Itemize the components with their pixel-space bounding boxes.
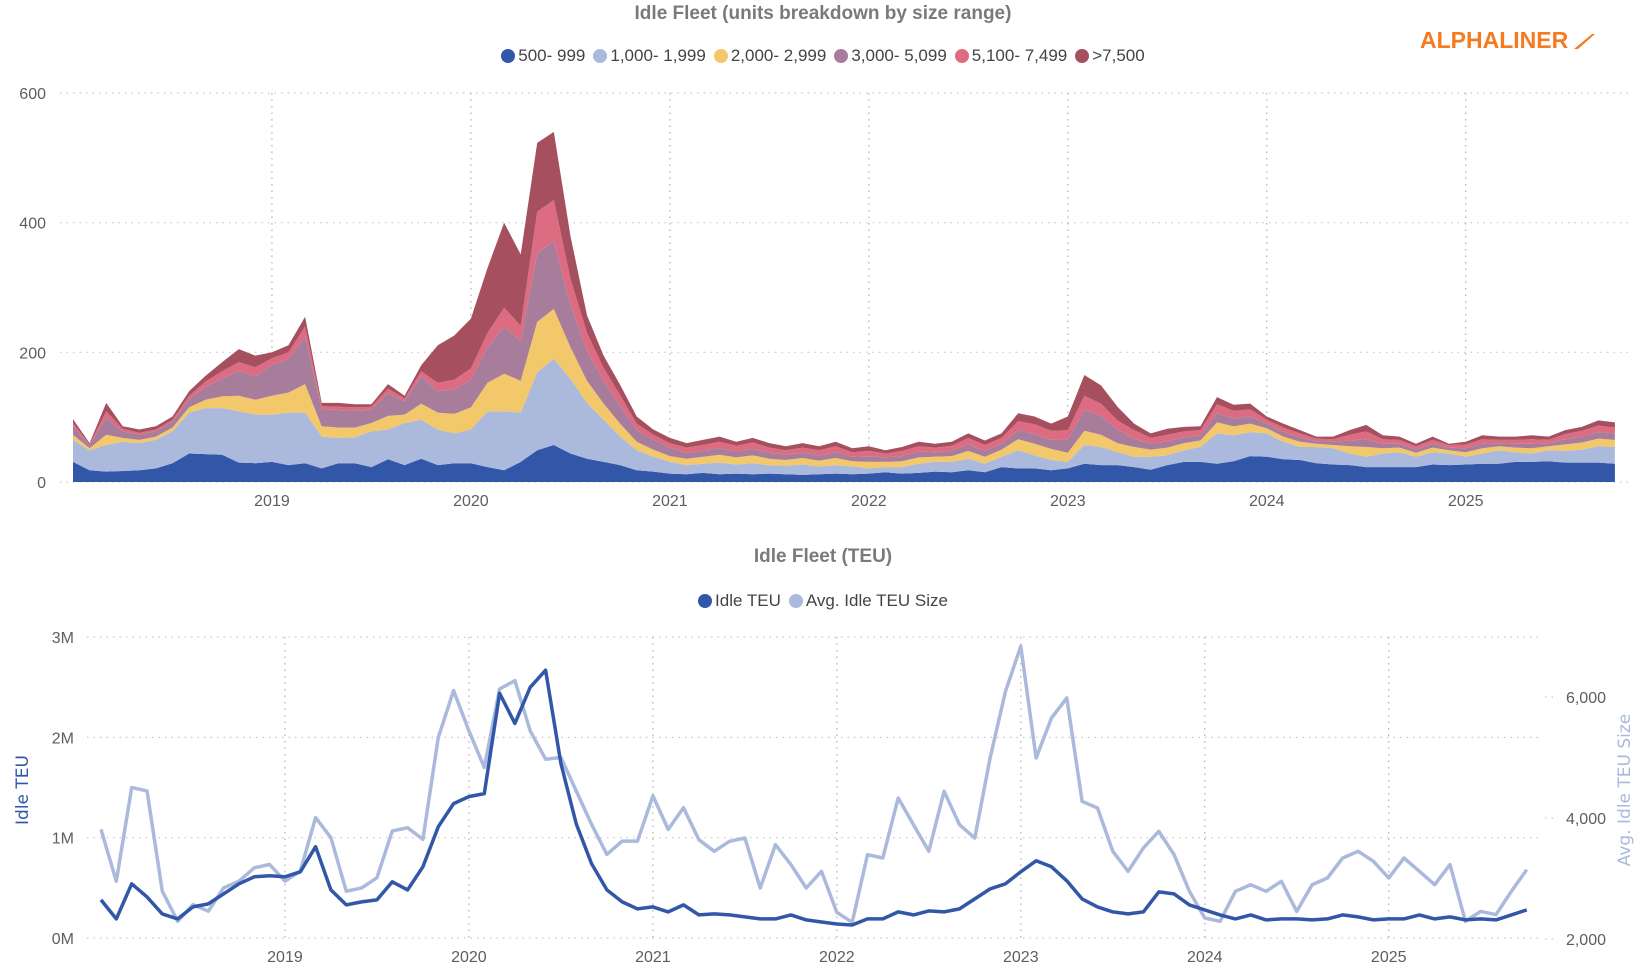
area-series-3 xyxy=(73,240,1615,462)
area-series-2 xyxy=(73,308,1615,469)
y-right-tick-label: 6,000 xyxy=(1566,690,1606,707)
y-right-tick-label: 4,000 xyxy=(1566,811,1606,828)
legend-label: 5,100- 7,499 xyxy=(971,46,1068,65)
area-series-1 xyxy=(73,358,1615,475)
legend-label: 3,000- 5,099 xyxy=(851,46,947,65)
x-tick-label: 2019 xyxy=(267,949,303,966)
legend-marker xyxy=(713,49,728,63)
legend-item-2000-2999[interactable]: 2,000- 2,999 xyxy=(713,46,827,66)
line-series-idle-teu xyxy=(99,668,1528,927)
x-tick-label: 2024 xyxy=(1187,949,1223,966)
top-chart-legend: 500- 999 1,000- 1,999 2,000- 2,999 3,000… xyxy=(0,46,1646,66)
x-tick-label: 2020 xyxy=(451,949,487,966)
x-tick-label: 2025 xyxy=(1371,949,1407,966)
x-tick-label: 2023 xyxy=(1050,493,1086,510)
y-tick-label: 0 xyxy=(37,475,46,492)
x-tick-label: 2020 xyxy=(453,493,489,510)
legend-label: Avg. Idle TEU Size xyxy=(805,591,948,610)
area-series-0 xyxy=(73,445,1615,482)
top-chart: 0 200 400 600 2019 2020 2021 2022 2023 2024 2025 xyxy=(19,86,1632,510)
legend-marker xyxy=(593,49,608,63)
bottom-chart: 0M 1M 2M 3M 2,000 4,000 6,000 2019 2020 2021 2022 2… xyxy=(13,630,1635,966)
y-tick-label: 600 xyxy=(19,86,46,103)
legend-item-3000-5099[interactable]: 3,000- 5,099 xyxy=(834,46,947,66)
bottom-chart-title: Idle Fleet (TEU) xyxy=(753,546,893,567)
x-tick-label: 2022 xyxy=(819,949,855,966)
y-tick-label: 400 xyxy=(19,216,46,233)
x-tick-label: 2021 xyxy=(635,949,671,966)
y-left-tick-label: 3M xyxy=(52,630,74,647)
y-left-tick-label: 1M xyxy=(52,831,74,848)
logo-text: ALPHALINER xyxy=(1420,27,1569,53)
line-series-avg-idle-teu-size xyxy=(99,644,1529,925)
x-tick-label: 2023 xyxy=(1003,949,1039,966)
top-chart-title: Idle Fleet (units breakdown by size rang… xyxy=(634,3,1012,24)
y-axis-title-left: Idle TEU xyxy=(13,755,33,825)
y-right-tick-label: 2,000 xyxy=(1566,932,1606,949)
x-tick-label: 2022 xyxy=(851,493,887,510)
legend-label: >7,500 xyxy=(1092,46,1145,65)
legend-label: 1,000- 1,999 xyxy=(610,46,706,65)
alphaliner-logo: ALPHALINER xyxy=(1420,27,1596,54)
legend-marker xyxy=(698,594,713,608)
bottom-chart-legend: Idle TEU Avg. Idle TEU Size xyxy=(0,591,1646,611)
area-series-5 xyxy=(73,131,1615,454)
legend-item-500-999[interactable]: 500- 999 xyxy=(501,46,585,66)
legend-marker xyxy=(954,49,969,63)
legend-label: 2,000- 2,999 xyxy=(730,46,827,65)
legend-marker xyxy=(501,49,516,63)
x-tick-label: 2025 xyxy=(1448,493,1484,510)
legend-item-idle-teu[interactable]: Idle TEU xyxy=(698,591,781,611)
x-tick-label: 2021 xyxy=(652,493,688,510)
y-left-tick-label: 0M xyxy=(52,931,74,948)
legend-item-1000-1999[interactable]: 1,000- 1,999 xyxy=(593,46,706,66)
y-tick-label: 200 xyxy=(19,345,46,362)
y-axis-title-right: Avg. Idle TEU Size xyxy=(1615,714,1635,867)
logo-slash-icon xyxy=(1574,33,1596,49)
legend-label: 500- 999 xyxy=(518,46,586,65)
x-tick-label: 2024 xyxy=(1249,493,1285,510)
legend-item-avg-idle-teu-size[interactable]: Avg. Idle TEU Size xyxy=(788,591,948,611)
legend-marker xyxy=(788,594,803,608)
legend-marker xyxy=(834,49,849,63)
legend-marker xyxy=(1075,49,1090,63)
y-left-tick-label: 2M xyxy=(52,730,74,747)
legend-item-5100-7499[interactable]: 5,100- 7,499 xyxy=(954,46,1068,66)
x-tick-label: 2019 xyxy=(254,493,290,510)
legend-item-over-7500[interactable]: >7,500 xyxy=(1075,46,1145,66)
legend-label: Idle TEU xyxy=(715,591,781,610)
